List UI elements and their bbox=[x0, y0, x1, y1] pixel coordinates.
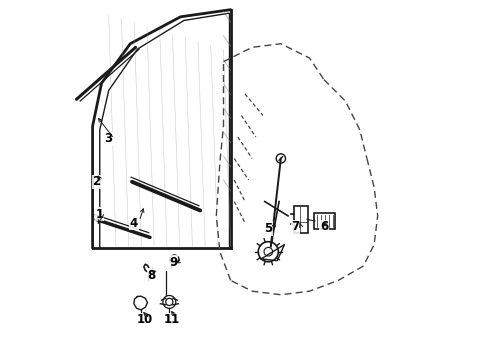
FancyBboxPatch shape bbox=[314, 213, 335, 229]
Text: 7: 7 bbox=[291, 220, 299, 233]
Text: 1: 1 bbox=[96, 208, 104, 221]
Text: 4: 4 bbox=[130, 216, 138, 230]
Text: 6: 6 bbox=[320, 220, 328, 233]
Text: 10: 10 bbox=[136, 313, 153, 327]
Text: 3: 3 bbox=[105, 132, 113, 145]
Text: 11: 11 bbox=[163, 313, 180, 327]
Text: 9: 9 bbox=[169, 256, 177, 269]
Text: 8: 8 bbox=[147, 269, 156, 282]
FancyBboxPatch shape bbox=[294, 206, 308, 233]
Text: 5: 5 bbox=[264, 222, 272, 235]
Text: 2: 2 bbox=[92, 175, 100, 188]
Polygon shape bbox=[134, 296, 147, 310]
